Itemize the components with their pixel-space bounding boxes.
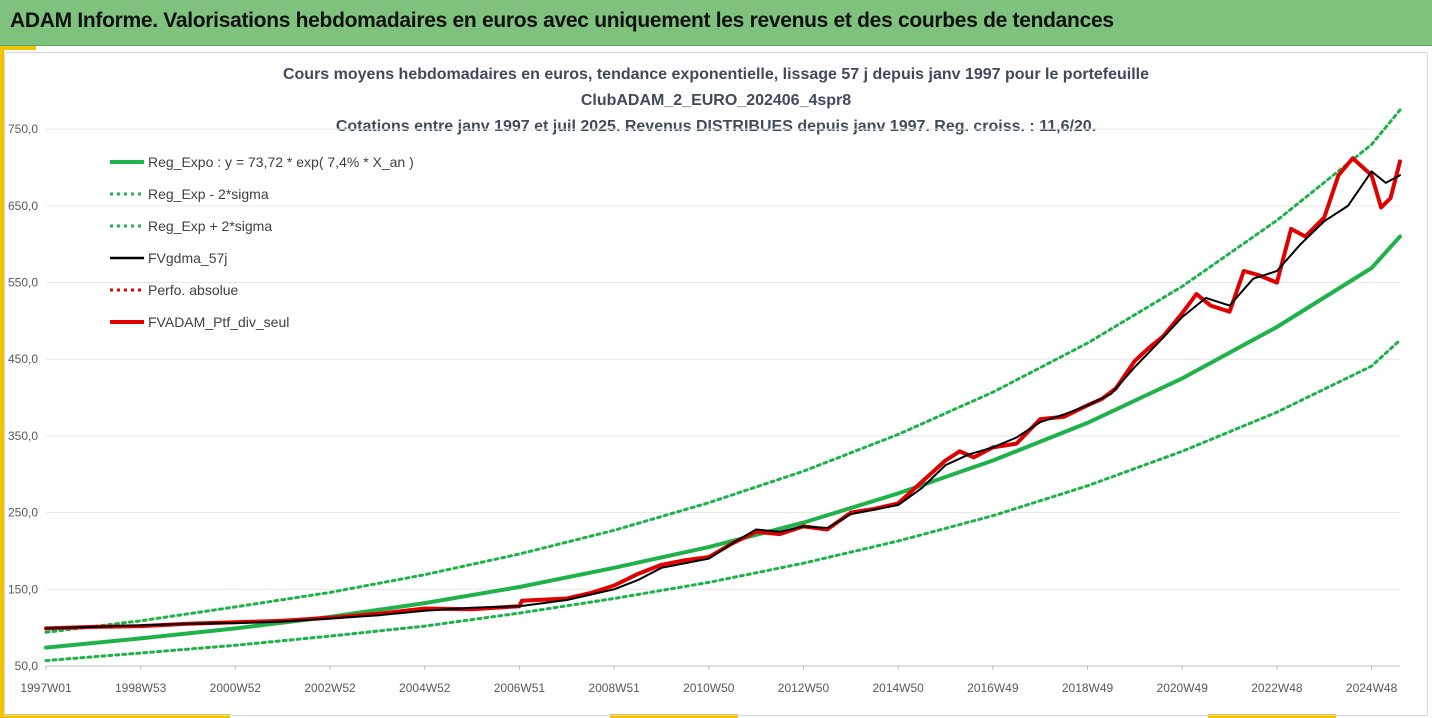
- y-tick-label: 50,0: [15, 659, 39, 673]
- y-tick-label: 350,0: [8, 429, 38, 443]
- chart-title-line-2: ClubADAM_2_EURO_202406_4spr8: [580, 92, 852, 109]
- axes: 50,0 150,0 250,0 350,0 450,0 550,0 650,0 750,0 1…: [8, 122, 1400, 695]
- x-tick-label: 2022W48: [1251, 681, 1303, 695]
- x-tick-label: 2006W51: [494, 681, 546, 695]
- y-tick-label: 750,0: [8, 122, 38, 136]
- x-tick-label: 1997W01: [20, 681, 72, 695]
- page-title: ADAM Informe. Valorisations hebdomadaire…: [10, 9, 1114, 32]
- gridlines: [46, 128, 1400, 667]
- legend-label: Reg_Exp + 2*sigma: [148, 218, 272, 234]
- legend-label: FVADAM_Ptf_div_seul: [148, 314, 289, 330]
- header-banner: ADAM Informe. Valorisations hebdomadaire…: [0, 0, 1432, 46]
- x-tick-label: 1998W53: [115, 681, 167, 695]
- x-tick-label: 2018W49: [1062, 681, 1114, 695]
- accent-bar-top-left: [0, 46, 36, 50]
- accent-bar-bottom-mid: [610, 714, 738, 718]
- series-line-3: [45, 170, 1401, 630]
- x-tick-label: 2002W52: [304, 681, 356, 695]
- legend-label: Reg_Expo : y = 73,72 * exp( 7,4% * X_an …: [148, 154, 414, 170]
- legend: Reg_Expo : y = 73,72 * exp( 7,4% * X_an …: [110, 154, 414, 330]
- x-tick-label: 2010W50: [683, 681, 735, 695]
- x-tick-label: 2016W49: [967, 681, 1019, 695]
- accent-bar-bottom-left: [0, 714, 230, 718]
- series-line-1: [44, 338, 1402, 663]
- x-tick-label: 2004W52: [399, 681, 451, 695]
- legend-label: Reg_Exp - 2*sigma: [148, 186, 269, 202]
- chart-area: [4, 52, 1428, 716]
- x-tick-label: 2024W48: [1346, 681, 1398, 695]
- y-tick-label: 150,0: [8, 582, 38, 596]
- chart-title-line-3: Cotations entre janv 1997 et juil 2025. …: [335, 118, 1097, 135]
- series-lines: [44, 108, 1402, 663]
- y-tick-label: 250,0: [8, 506, 38, 520]
- accent-bar-left: [0, 46, 4, 718]
- series-line-2: [44, 108, 1402, 634]
- y-tick-label: 450,0: [8, 352, 38, 366]
- legend-label: Perfo. absolue: [148, 282, 238, 298]
- legend-label: FVgdma_57j: [148, 250, 227, 266]
- series-line-0: [44, 234, 1402, 650]
- y-tick-label: 550,0: [8, 276, 38, 290]
- accent-bar-bottom-right: [1208, 714, 1336, 718]
- chart-title-line-1: Cours moyens hebdomadaires en euros, ten…: [282, 66, 1150, 83]
- x-tick-label: 2014W50: [872, 681, 924, 695]
- x-tick-label: 2012W50: [778, 681, 830, 695]
- x-tick-label: 2000W52: [210, 681, 262, 695]
- x-tick-label: 2020W49: [1157, 681, 1209, 695]
- x-tick-label: 2008W51: [588, 681, 640, 695]
- y-tick-label: 650,0: [8, 199, 38, 213]
